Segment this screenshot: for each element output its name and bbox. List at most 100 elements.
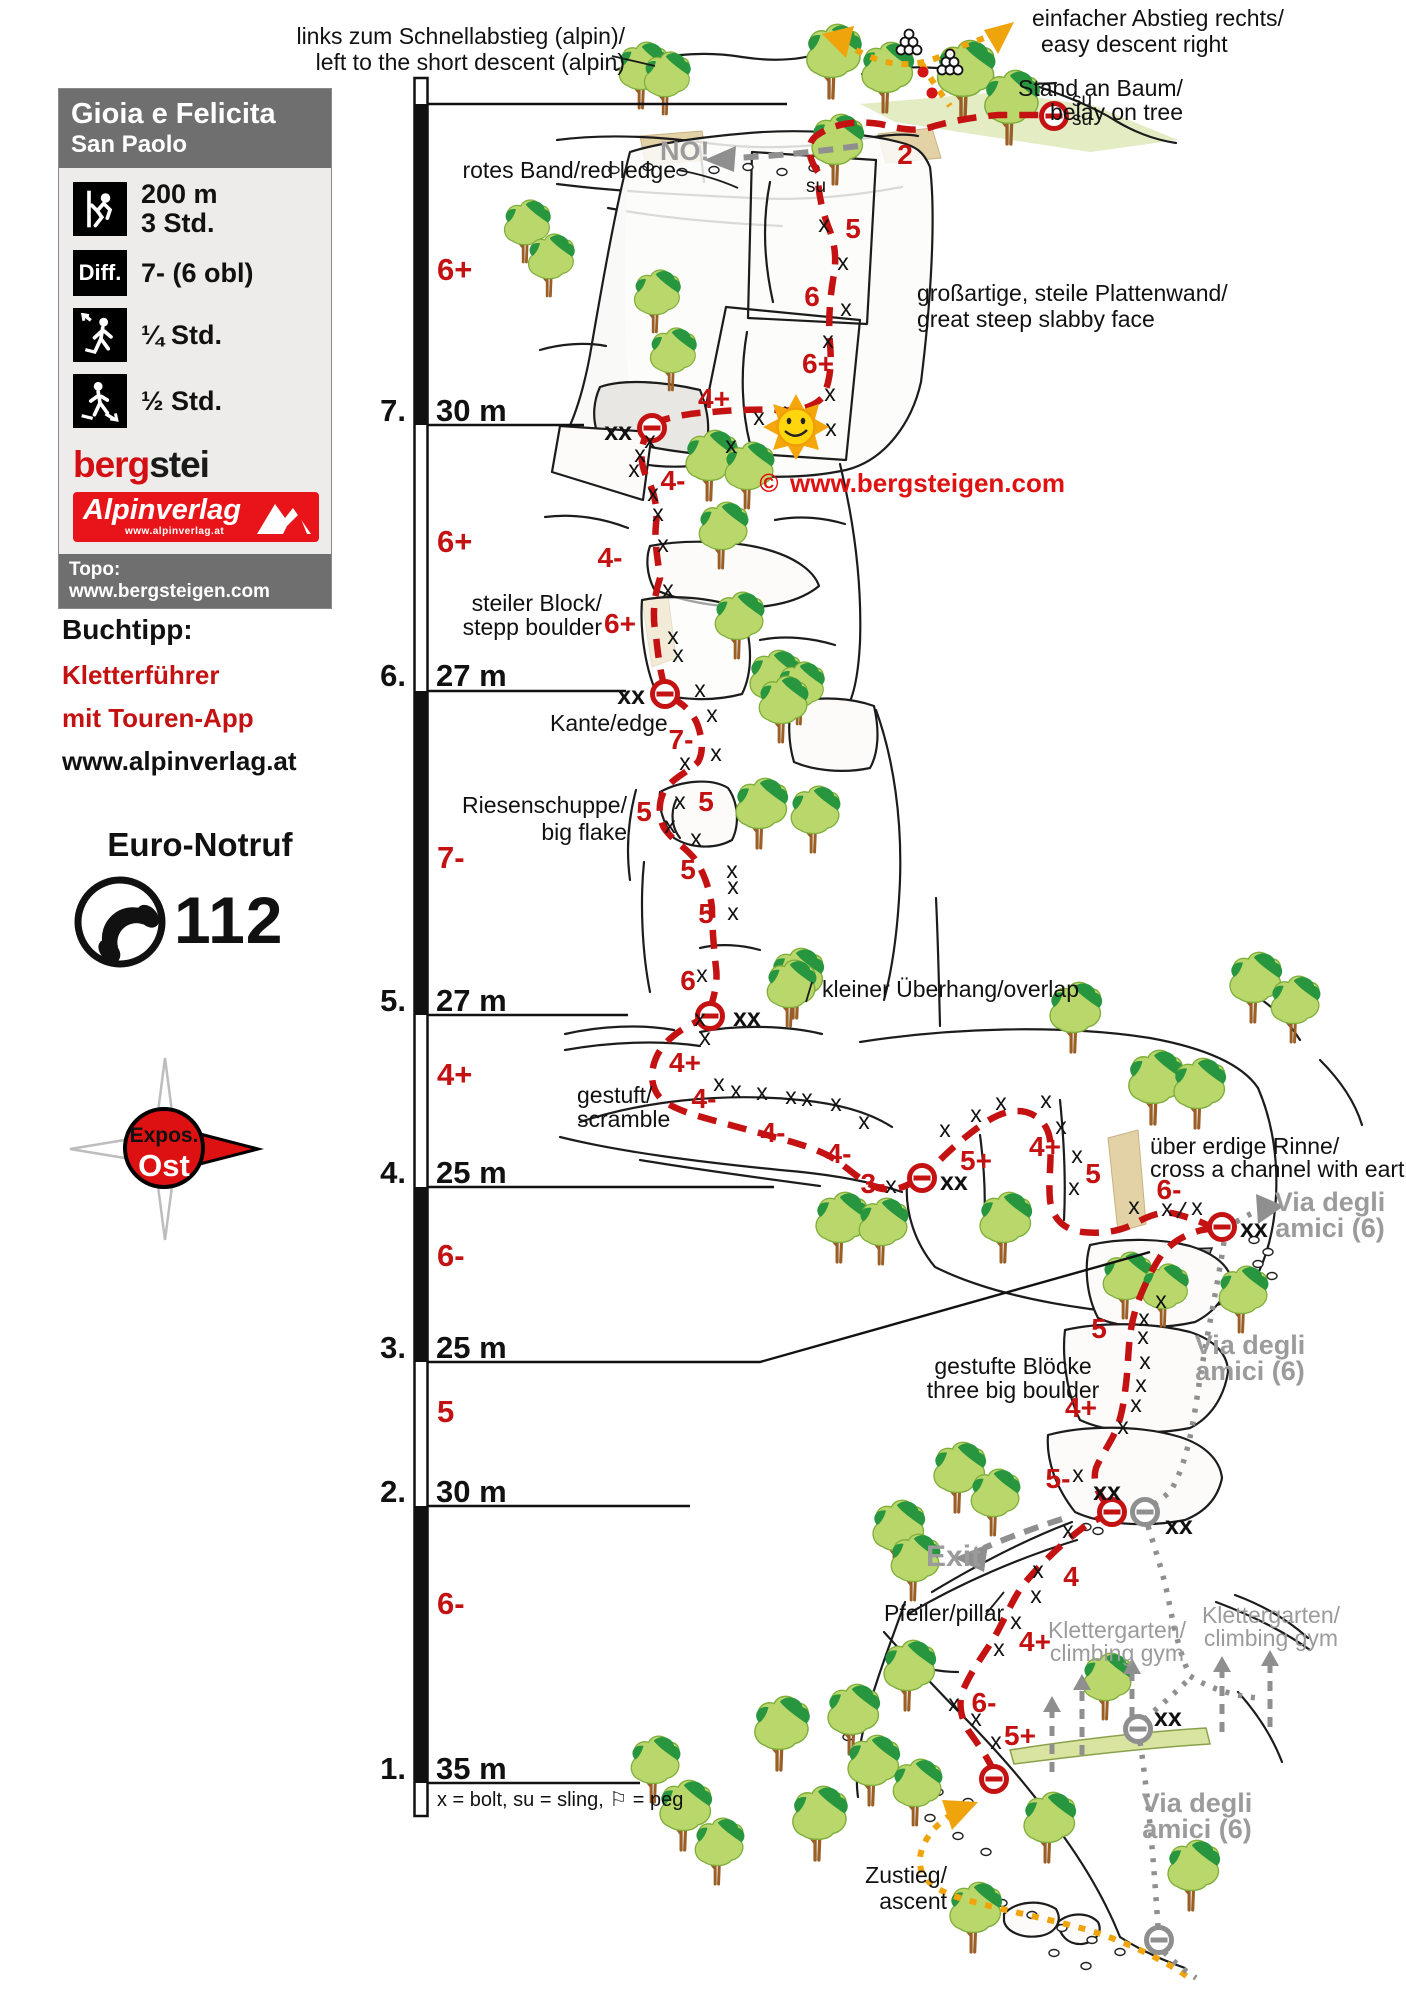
bolt-mark: x bbox=[1010, 1608, 1022, 1634]
grade-label: 6 bbox=[680, 965, 696, 996]
bolt-mark: x bbox=[1137, 1323, 1149, 1349]
bolt-mark: x bbox=[948, 1690, 960, 1716]
anchor-mark: xx bbox=[1165, 1512, 1193, 1540]
rock-edge bbox=[563, 1041, 702, 1052]
bolt-mark: x bbox=[995, 1089, 1007, 1115]
tree-icon bbox=[527, 232, 577, 298]
rock-edge bbox=[773, 516, 847, 526]
grade-label: 5+ bbox=[1004, 1720, 1036, 1751]
pitch-segment-7 bbox=[414, 104, 428, 425]
sling-marks: su su su bbox=[806, 90, 1092, 197]
gym-arrowhead bbox=[1073, 1674, 1091, 1690]
difficulty-badge: Diff. bbox=[73, 250, 127, 296]
note-red-ledge: rotes Band/red ledge bbox=[462, 157, 676, 183]
note-gym-1a: Klettergarten/ bbox=[1048, 1617, 1187, 1643]
grade-label: 5 bbox=[845, 213, 861, 244]
bolt-mark: x bbox=[706, 701, 718, 727]
annotations: links zum Schnellabstieg (alpin)/ left t… bbox=[296, 5, 1406, 1914]
red-dot-marker bbox=[926, 87, 938, 99]
note-via-amici-2a: Via degli bbox=[1195, 1330, 1306, 1360]
alpinverlag-url: www.alpinverlag.at bbox=[125, 526, 225, 537]
pitch-number: 3. bbox=[380, 1330, 406, 1365]
scree bbox=[1048, 1948, 1060, 1958]
book-tip-heading: Buchtipp: bbox=[62, 614, 193, 645]
note-via-amici-3a: Via degli bbox=[1142, 1788, 1253, 1818]
grade-label: 5 bbox=[1091, 1313, 1107, 1344]
bolt-mark: x bbox=[662, 576, 674, 602]
rock-edge bbox=[1318, 1058, 1364, 1127]
pitch-length: 30 m bbox=[436, 1474, 507, 1509]
gray-belay-anchor-icon bbox=[1133, 1500, 1158, 1525]
grade-label: 5 bbox=[680, 854, 696, 885]
pitch-number: 5. bbox=[380, 983, 406, 1018]
stat-descent-row: ½ Std. bbox=[73, 374, 331, 428]
stat-approach-row: ¼ Std. bbox=[73, 308, 331, 362]
book-tip: Buchtipp: Kletterführer mit Touren-App w… bbox=[62, 614, 342, 777]
slab-crack bbox=[763, 180, 775, 304]
tree-icon bbox=[846, 1733, 902, 1807]
bolt-mark: x bbox=[1138, 1305, 1150, 1331]
climber-icon bbox=[73, 182, 127, 236]
grade-label: 6+ bbox=[604, 608, 636, 639]
rock-edge bbox=[626, 788, 638, 882]
scree bbox=[1086, 1935, 1098, 1945]
bolt-mark: x bbox=[725, 432, 737, 458]
via-amici-path bbox=[1150, 1241, 1227, 1509]
grade-label: 4+ bbox=[1019, 1626, 1051, 1657]
bolt-mark: x bbox=[840, 295, 852, 321]
scree bbox=[1266, 1271, 1278, 1281]
cairn-icon bbox=[895, 28, 923, 56]
emergency-block: Euro-Notruf 112 bbox=[70, 826, 330, 970]
note-pillar: Pfeiler/pillar bbox=[884, 1600, 1004, 1626]
grade-label: 4- bbox=[692, 1083, 717, 1114]
note-kante: Kante/edge bbox=[550, 710, 668, 736]
grade-label: 5 bbox=[1085, 1158, 1101, 1189]
descent-arrow-left-icon bbox=[822, 26, 854, 58]
pitch-length: 25 m bbox=[436, 1330, 507, 1365]
descent-hiker-icon bbox=[73, 374, 127, 428]
flake bbox=[550, 424, 654, 502]
note-slab-face-2: great steep slabby face bbox=[917, 306, 1155, 332]
bolt-mark: x bbox=[1161, 1195, 1173, 1221]
red-dot-marker bbox=[917, 66, 929, 78]
phone-icon bbox=[74, 876, 166, 968]
grade-label: 5+ bbox=[960, 1145, 992, 1176]
sling-mark: su bbox=[1072, 90, 1092, 111]
bolt-mark: x bbox=[1072, 1461, 1084, 1487]
tree-icon bbox=[791, 1784, 850, 1862]
approach-path bbox=[916, 1811, 1194, 1983]
bolt-mark: x bbox=[990, 1728, 1002, 1754]
grade-label: 3- bbox=[861, 1168, 886, 1199]
bolt-mark: x bbox=[652, 500, 664, 526]
route-subtitle: San Paolo bbox=[71, 131, 188, 158]
note-gym-2b: climbing gym bbox=[1204, 1625, 1338, 1651]
via-amici-path bbox=[1145, 1525, 1193, 1678]
route-pitch4 bbox=[648, 1017, 918, 1193]
note-big-flake-1: Riesenschuppe/ bbox=[462, 792, 628, 818]
pitch-number: 1. bbox=[380, 1751, 406, 1786]
tree-icon bbox=[1217, 1264, 1270, 1334]
note-easy-descent-2: easy descent right bbox=[1041, 31, 1228, 57]
bolt-mark: x bbox=[1128, 1193, 1140, 1219]
route-pitch1 bbox=[957, 1513, 1106, 1774]
scree bbox=[1262, 1247, 1274, 1257]
bolt-mark: x bbox=[667, 623, 679, 649]
bolt-mark: x bbox=[694, 676, 706, 702]
via-amici-path bbox=[1188, 1673, 1259, 1701]
bergsteigen-logo: bergstei bbox=[73, 444, 331, 486]
scree bbox=[924, 1813, 936, 1823]
alpinverlag-logo: Alpinverlag www.alpinverlag.at bbox=[73, 492, 319, 542]
belay-anchor-icon bbox=[1210, 1215, 1235, 1240]
note-links-descent-2: left to the short descent (alpin) bbox=[316, 49, 625, 75]
grade-label: 6 bbox=[804, 281, 820, 312]
route-line bbox=[638, 111, 1218, 1774]
pitch-grade: 6- bbox=[437, 1586, 465, 1621]
pitch-bar: 7. 30 m 6+ 6. 27 m 6+ 5. 27 m 7- 4. 25 m… bbox=[380, 76, 1151, 1818]
bolt-mark: x bbox=[837, 249, 849, 275]
tree-icon bbox=[789, 784, 842, 854]
gray-belay-anchor-icon bbox=[1126, 1717, 1151, 1742]
pitch-length: 35 m bbox=[436, 1751, 507, 1786]
rock-edge bbox=[758, 636, 837, 647]
scree bbox=[1114, 1947, 1126, 1957]
bolt-mark: x bbox=[1071, 1142, 1083, 1168]
